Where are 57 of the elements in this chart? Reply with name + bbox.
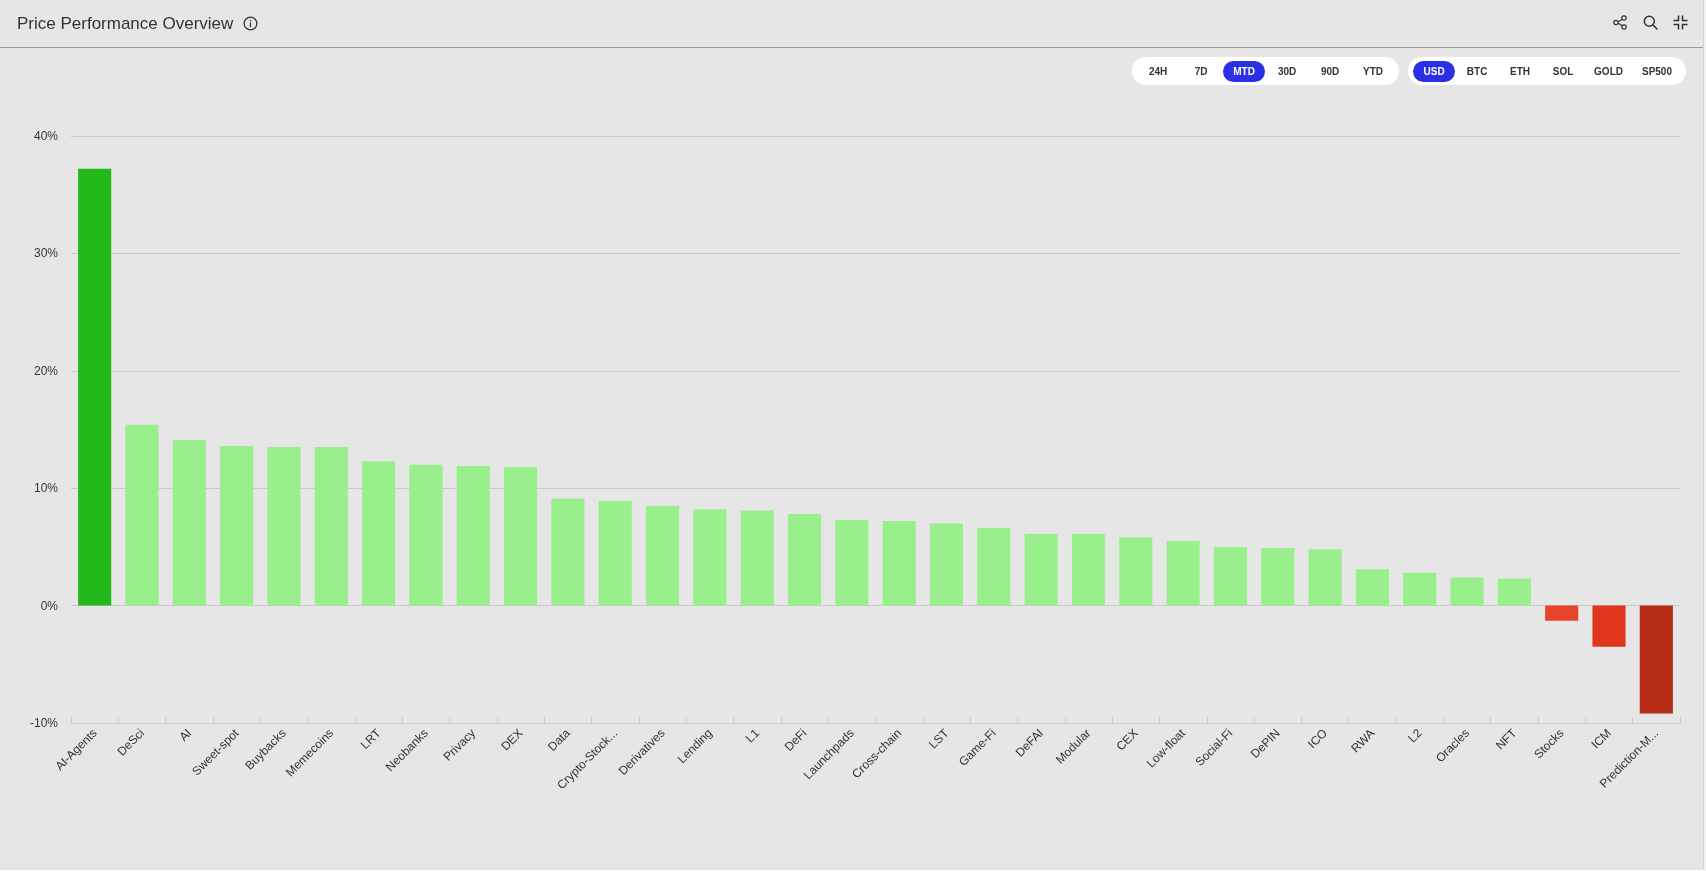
- bar: [314, 447, 348, 606]
- bar: [882, 521, 916, 606]
- bar: [787, 514, 822, 606]
- currency-button[interactable]: USD: [1413, 60, 1456, 82]
- bar: [1261, 548, 1295, 606]
- bar: [456, 465, 490, 606]
- period-button[interactable]: YTD: [1352, 60, 1395, 82]
- bar: [1213, 546, 1247, 606]
- bar: [1166, 541, 1200, 606]
- y-tick-label: 0%: [40, 598, 59, 613]
- chart-title: Price Performance Overview: [17, 14, 234, 33]
- x-tick-label: AI: [176, 726, 195, 744]
- bar: [1403, 572, 1437, 606]
- currency-button[interactable]: BTC: [1456, 60, 1499, 82]
- bar: [1308, 549, 1342, 606]
- currency-button[interactable]: SP500: [1632, 60, 1681, 82]
- bar: [693, 509, 727, 606]
- bar: [1071, 533, 1106, 606]
- y-tick-label: 10%: [33, 481, 59, 496]
- bar: [172, 440, 206, 606]
- bar: [1119, 537, 1153, 606]
- bar: [835, 519, 869, 606]
- period-button[interactable]: 7D: [1180, 60, 1223, 82]
- x-tick-label: ICO: [1305, 726, 1331, 752]
- x-tick-label: L2: [1405, 725, 1425, 746]
- x-tick-label: L1: [742, 725, 763, 746]
- y-tick-label: 20%: [33, 363, 59, 378]
- bar: [78, 168, 112, 606]
- currency-button[interactable]: ETH: [1499, 60, 1542, 82]
- bar: [1450, 577, 1484, 606]
- y-tick-label: -10%: [29, 716, 59, 730]
- bar: [1639, 605, 1673, 714]
- period-button[interactable]: 90D: [1309, 60, 1352, 82]
- bar: [125, 424, 159, 606]
- bar: [740, 510, 774, 606]
- y-tick-label: 30%: [33, 246, 59, 261]
- y-tick-label: 40%: [33, 129, 59, 143]
- bar: [1592, 605, 1626, 647]
- bar: [504, 467, 538, 606]
- bar: [1355, 569, 1389, 606]
- bar: [1545, 605, 1579, 621]
- period-button[interactable]: MTD: [1223, 60, 1266, 82]
- bar: [551, 498, 585, 606]
- bar: [645, 505, 680, 606]
- period-button[interactable]: 24H: [1137, 60, 1180, 82]
- bar: [929, 523, 964, 606]
- bar: [1497, 578, 1531, 606]
- bar: [220, 445, 254, 606]
- bar: [267, 447, 301, 606]
- currency-button[interactable]: SOL: [1542, 60, 1585, 82]
- bar: [598, 501, 632, 606]
- bar: [362, 461, 396, 606]
- bar: [409, 464, 443, 606]
- period-button[interactable]: 30D: [1266, 60, 1309, 82]
- bar: [1024, 533, 1058, 606]
- bar: [977, 528, 1011, 606]
- currency-button[interactable]: GOLD: [1585, 60, 1632, 82]
